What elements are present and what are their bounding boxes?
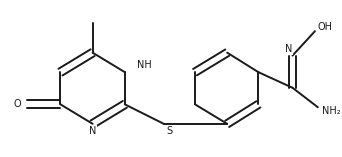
Text: S: S [167, 126, 173, 136]
Text: OH: OH [318, 22, 333, 32]
Text: O: O [14, 99, 21, 109]
Text: NH: NH [136, 60, 151, 70]
Text: N: N [89, 126, 96, 136]
Text: N: N [285, 44, 292, 54]
Text: NH₂: NH₂ [322, 106, 340, 116]
